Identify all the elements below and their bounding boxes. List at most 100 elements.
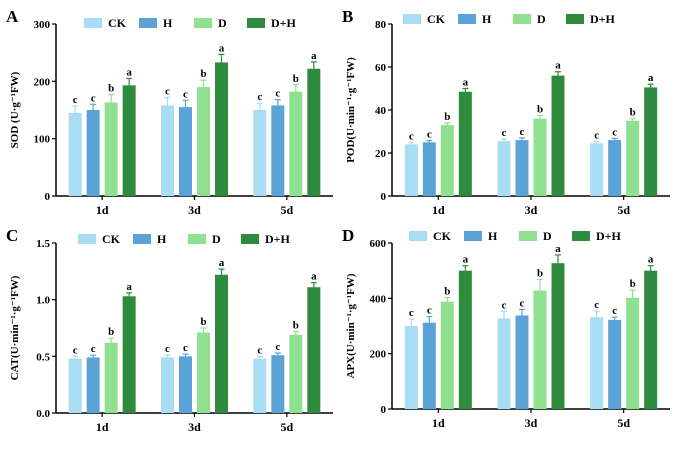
- y-axis-label: POD(U·min⁻¹·g⁻¹FW): [345, 57, 357, 163]
- bar-d-h: [122, 85, 136, 196]
- legend-swatch-ck: [403, 14, 421, 24]
- bar-ck: [161, 105, 174, 196]
- significance-label: b: [630, 107, 636, 119]
- significance-label: c: [73, 344, 78, 356]
- y-tick-label: 0.0: [36, 408, 50, 420]
- significance-label: a: [311, 50, 317, 62]
- significance-label: a: [126, 281, 132, 293]
- bar-h: [271, 105, 285, 196]
- significance-label: c: [520, 126, 525, 138]
- x-tick-label: 3d: [525, 203, 538, 217]
- bar-d-h: [215, 62, 228, 197]
- y-axis-label: APX(U·min⁻¹·g⁻¹FW): [345, 273, 357, 378]
- legend-label: H: [163, 16, 173, 30]
- bar-d-h: [551, 263, 565, 409]
- x-tick-label: 1d: [432, 416, 445, 430]
- significance-label: a: [648, 254, 654, 266]
- bar-h: [422, 142, 436, 196]
- x-tick-label: 5d: [280, 420, 293, 434]
- bar-d: [197, 87, 210, 196]
- y-tick-label: 1.5: [36, 238, 50, 250]
- significance-label: b: [293, 319, 299, 331]
- legend-label: D: [218, 16, 227, 30]
- significance-label: b: [108, 326, 114, 338]
- bar-d: [440, 125, 454, 196]
- bar-d-h: [122, 296, 136, 413]
- bar-h: [515, 315, 529, 409]
- bar-d: [626, 297, 640, 409]
- significance-label: c: [275, 88, 280, 100]
- y-tick-label: 300: [34, 19, 51, 31]
- bar-h: [608, 319, 622, 409]
- bar-d: [440, 301, 454, 409]
- significance-label: a: [126, 66, 132, 78]
- legend-label: CK: [108, 16, 127, 30]
- y-tick-label: 0: [381, 191, 387, 203]
- y-tick-label: 1.0: [36, 295, 50, 307]
- legend-swatch-h: [458, 14, 476, 24]
- bar-h: [179, 107, 192, 196]
- x-tick-label: 1d: [432, 203, 445, 217]
- y-axis-label: SOD (U·g⁻¹FW): [9, 71, 21, 148]
- significance-label: b: [630, 278, 636, 290]
- bar-d: [533, 290, 547, 409]
- significance-label: a: [219, 42, 225, 54]
- legend-swatch-h: [133, 234, 151, 244]
- bar-ck: [590, 143, 604, 196]
- significance-label: c: [183, 88, 188, 100]
- significance-label: a: [463, 77, 469, 89]
- legend-label: D+H: [596, 229, 622, 243]
- legend-label: H: [157, 232, 167, 246]
- bar-d-h: [644, 270, 658, 409]
- significance-label: c: [612, 305, 617, 317]
- bar-d-h: [215, 274, 228, 413]
- significance-label: c: [257, 344, 262, 356]
- panel-letter: C: [6, 226, 18, 245]
- bar-d: [197, 332, 210, 413]
- y-tick-label: 600: [370, 238, 387, 250]
- significance-label: a: [311, 271, 317, 283]
- significance-label: b: [444, 111, 450, 123]
- bar-h: [86, 110, 100, 196]
- significance-label: b: [444, 286, 450, 298]
- legend: CK H D D+H: [403, 12, 616, 26]
- legend-swatch-h: [464, 231, 482, 241]
- legend-swatch-ck: [409, 231, 427, 241]
- panel-letter: B: [342, 7, 353, 26]
- legend-label: H: [482, 12, 492, 26]
- significance-label: c: [183, 342, 188, 354]
- bar-d: [533, 118, 547, 196]
- x-tick-label: 5d: [617, 203, 630, 217]
- y-tick-label: 60: [375, 62, 387, 74]
- y-tick-label: 0: [45, 191, 51, 203]
- bar-ck: [404, 144, 418, 196]
- legend-swatch-h: [139, 18, 157, 28]
- significance-label: b: [108, 83, 114, 95]
- significance-label: b: [200, 316, 206, 328]
- x-tick-label: 1d: [96, 203, 109, 217]
- bar-d: [289, 334, 303, 413]
- x-tick-label: 3d: [188, 420, 201, 434]
- bar-d: [104, 102, 118, 196]
- bar-h: [86, 357, 100, 413]
- significance-label: c: [73, 94, 78, 106]
- bar-ck: [253, 110, 267, 196]
- significance-label: b: [537, 103, 543, 115]
- legend-label: CK: [102, 232, 121, 246]
- legend-swatch-d: [188, 234, 206, 244]
- legend-label: D: [212, 232, 221, 246]
- significance-label: b: [537, 268, 543, 280]
- legend-label: D+H: [265, 232, 291, 246]
- bar-ck: [253, 358, 267, 413]
- significance-label: c: [427, 305, 432, 317]
- y-tick-label: 20: [375, 148, 387, 160]
- y-tick-label: 40: [375, 105, 387, 117]
- legend-label: D+H: [590, 12, 616, 26]
- legend-swatch-d-h: [247, 18, 265, 28]
- significance-label: c: [165, 343, 170, 355]
- significance-label: a: [555, 60, 561, 72]
- bar-d-h: [307, 287, 321, 413]
- legend-label: CK: [433, 229, 452, 243]
